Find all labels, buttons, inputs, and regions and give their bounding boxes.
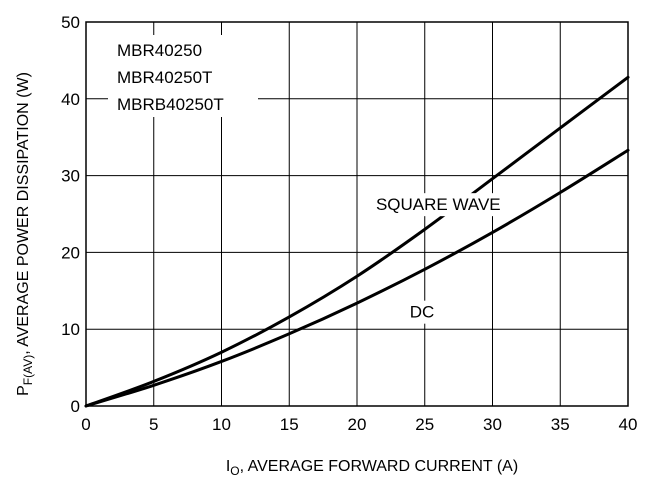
x-tick-labels: 0 5 10 15 20 25 30 35 40 [81, 415, 637, 434]
y-axis-label-rest: , AVERAGE POWER DISSIPATION (W) [15, 72, 32, 355]
y-tick-label: 50 [61, 13, 80, 32]
x-tick-label: 0 [81, 415, 90, 434]
series-line-dc [84, 148, 630, 408]
annotation-background [408, 300, 437, 324]
series-lines [84, 75, 630, 408]
x-tick-label: 5 [149, 415, 158, 434]
part-number-2: MBR40250T [117, 68, 212, 87]
y-axis-label: PF(AV), AVERAGE POWER DISSIPATION (W) [15, 72, 35, 396]
series-annotations: SQUARE WAVE DC [376, 193, 501, 324]
series-annotation: DC [410, 303, 435, 322]
y-tick-label: 20 [61, 243, 80, 262]
x-axis-label-rest: , AVERAGE FORWARD CURRENT (A) [240, 458, 519, 475]
x-tick-label: 30 [483, 415, 502, 434]
x-axis-label: IO, AVERAGE FORWARD CURRENT (A) [226, 458, 518, 478]
x-tick-label: 20 [348, 415, 367, 434]
part-number-box [108, 35, 258, 117]
x-tick-label: 40 [619, 415, 638, 434]
series-line-square-wave [84, 75, 630, 408]
x-tick-label: 25 [415, 415, 434, 434]
y-axis-label-main: P [15, 385, 32, 396]
series-annotation: SQUARE WAVE [376, 195, 501, 214]
y-tick-label: 40 [61, 90, 80, 109]
plot-frame [85, 21, 629, 407]
y-tick-label: 10 [61, 320, 80, 339]
y-tick-label: 30 [61, 167, 80, 186]
x-tick-label: 35 [551, 415, 570, 434]
x-tick-label: 15 [280, 415, 299, 434]
x-axis-label-subscript: O [230, 464, 239, 478]
part-number-3: MBRB40250T [117, 95, 224, 114]
y-tick-label: 0 [71, 397, 80, 416]
annotation-background [379, 193, 498, 217]
part-number-1: MBR40250 [117, 41, 202, 60]
y-tick-labels: 0 10 20 30 40 50 [61, 13, 80, 416]
y-axis-label-subscript: F(AV) [21, 355, 35, 385]
x-axis-label-main: I [226, 458, 230, 475]
x-tick-label: 10 [212, 415, 231, 434]
